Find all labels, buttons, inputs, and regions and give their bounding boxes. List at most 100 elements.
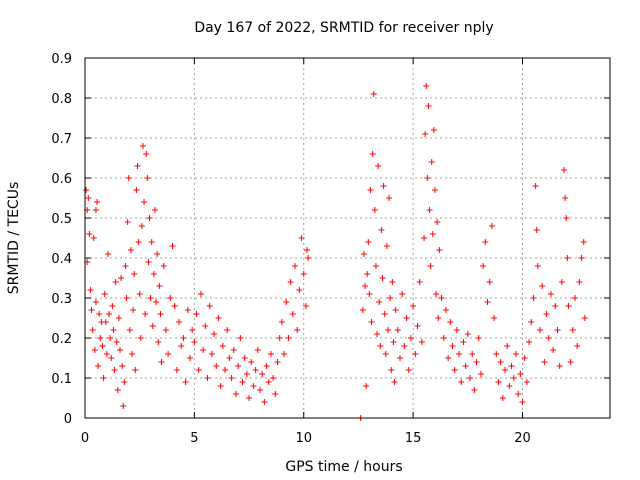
y-tick-label: 0.1 (51, 372, 72, 387)
data-point (449, 343, 456, 349)
data-point (178, 343, 185, 349)
data-point (506, 383, 513, 389)
data-point (581, 315, 588, 321)
data-point (200, 347, 207, 353)
data-point (564, 255, 571, 261)
data-point (126, 327, 133, 333)
data-point (119, 363, 126, 369)
data-point (456, 351, 463, 357)
data-point (367, 187, 374, 193)
data-point (387, 295, 394, 301)
data-point (97, 335, 104, 341)
data-point (545, 335, 552, 341)
data-point (248, 359, 255, 365)
data-point (237, 335, 244, 341)
data-point (381, 311, 388, 317)
data-point (451, 367, 458, 373)
data-point (130, 307, 137, 313)
data-point (180, 335, 187, 341)
data-point (432, 187, 438, 193)
data-point (428, 159, 435, 165)
data-point (423, 83, 430, 89)
data-point (550, 347, 557, 353)
data-point (143, 151, 150, 157)
data-point (149, 323, 156, 329)
data-point (389, 279, 396, 285)
data-point (426, 207, 433, 213)
data-point (230, 347, 237, 353)
data-point (407, 335, 414, 341)
data-point (103, 351, 110, 357)
y-tick-label: 0.2 (51, 332, 72, 347)
data-point (146, 215, 153, 221)
data-point (364, 271, 371, 277)
data-point (204, 375, 211, 381)
data-point (96, 311, 103, 317)
data-point (115, 315, 122, 321)
data-point (424, 175, 431, 181)
data-point (469, 351, 476, 357)
data-point (127, 247, 134, 253)
data-point (294, 327, 301, 333)
data-point (111, 367, 118, 373)
data-point (165, 351, 172, 357)
data-point (187, 355, 193, 361)
data-point (197, 291, 204, 297)
data-point (259, 371, 266, 377)
data-point (112, 279, 119, 285)
data-point (145, 259, 152, 265)
plot-frame (84, 57, 611, 419)
data-point (526, 339, 533, 345)
y-tick-label: 0.6 (51, 172, 72, 187)
data-point (100, 375, 107, 381)
data-point (189, 327, 196, 333)
data-point (281, 351, 288, 357)
data-point (109, 303, 116, 309)
data-point (427, 263, 434, 269)
data-point (87, 287, 94, 293)
data-point (493, 351, 500, 357)
data-point (453, 327, 460, 333)
data-point (497, 359, 504, 365)
data-point (436, 247, 443, 253)
data-point (176, 319, 183, 325)
data-point (285, 335, 292, 341)
y-tick-label: 0.3 (51, 292, 72, 307)
data-point (296, 287, 303, 293)
data-point (136, 291, 143, 297)
data-point (473, 359, 480, 365)
data-point (569, 327, 576, 333)
data-point (252, 367, 259, 373)
data-point (263, 363, 270, 369)
data-point (232, 391, 239, 397)
data-point (228, 375, 235, 381)
data-point (580, 239, 587, 245)
data-point (438, 295, 445, 301)
data-point (169, 243, 176, 249)
data-point (360, 251, 367, 257)
data-point (157, 311, 164, 317)
data-point (425, 103, 432, 109)
data-point (421, 235, 428, 241)
data-point (519, 399, 526, 405)
data-point (129, 351, 136, 357)
data-point (287, 279, 294, 285)
data-point (102, 319, 109, 325)
data-point (118, 275, 125, 281)
data-point (208, 351, 215, 357)
grid-layer (85, 58, 610, 418)
data-point (554, 327, 561, 333)
data-point (137, 335, 144, 341)
data-point (173, 367, 180, 373)
data-point (477, 371, 484, 377)
data-point (162, 327, 169, 333)
data-point (576, 279, 583, 285)
data-point (543, 311, 550, 317)
data-point (113, 339, 120, 345)
data-point (278, 319, 285, 325)
data-point (153, 299, 160, 305)
data-point (491, 315, 498, 321)
data-point (99, 343, 106, 349)
data-point (488, 223, 495, 229)
